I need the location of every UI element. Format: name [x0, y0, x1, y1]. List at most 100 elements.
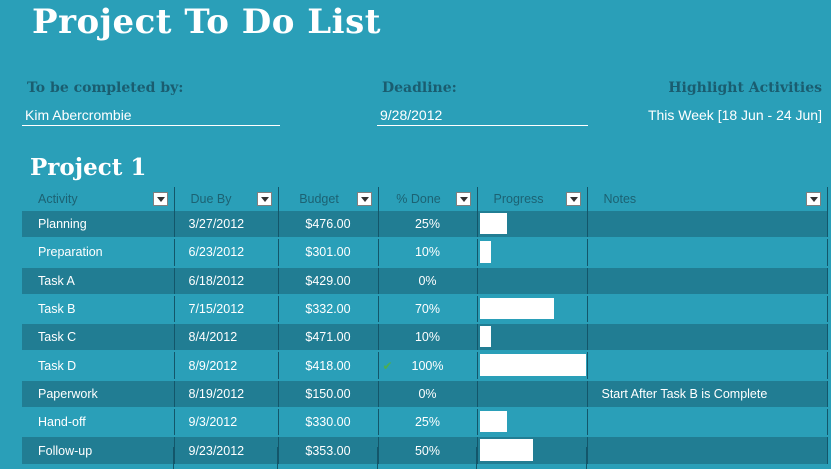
- progress-bar: [479, 354, 586, 376]
- due-by-cell[interactable]: 7/15/2012: [174, 294, 279, 325]
- percent-done-value: 25%: [414, 415, 441, 430]
- filter-dropdown-icon[interactable]: [152, 192, 168, 206]
- due-by-cell[interactable]: 8/19/2012: [174, 379, 279, 410]
- table-row[interactable]: Follow-up 9/23/2012 $353.00 50%: [22, 436, 828, 466]
- activity-cell[interactable]: Follow-up: [22, 436, 175, 466]
- percent-done-cell[interactable]: 10%: [378, 323, 478, 353]
- highlight-label: Highlight Activities: [668, 80, 822, 96]
- due-by-cell[interactable]: 9/3/2012: [174, 408, 279, 438]
- activity-cell[interactable]: Paperwork: [22, 379, 175, 410]
- activity-cell[interactable]: Task B: [22, 294, 175, 325]
- percent-done-cell[interactable]: ✔ 100%: [378, 351, 478, 381]
- budget-cell[interactable]: $418.00: [278, 351, 379, 381]
- percent-done-cell[interactable]: 25%: [378, 211, 478, 240]
- progress-bar: [479, 326, 491, 348]
- header-budget: Budget: [278, 187, 379, 211]
- table-row[interactable]: Planning 3/27/2012 $476.00 25%: [22, 211, 828, 240]
- percent-done-cell[interactable]: 10%: [378, 238, 478, 268]
- progress-bar: [479, 297, 554, 320]
- notes-cell[interactable]: [587, 351, 828, 381]
- completed-by-field[interactable]: Kim Abercrombie: [25, 107, 132, 123]
- completed-by-underline: [22, 125, 280, 126]
- notes-cell[interactable]: [587, 211, 828, 240]
- percent-done-cell[interactable]: 25%: [378, 408, 478, 438]
- highlight-field[interactable]: This Week [18 Jun - 24 Jun]: [647, 107, 822, 123]
- due-by-cell[interactable]: 8/4/2012: [174, 323, 279, 353]
- percent-done-cell[interactable]: 70%: [378, 294, 478, 325]
- progress-cell: [477, 408, 588, 438]
- progress-cell: [477, 211, 588, 240]
- table-row[interactable]: Task B 7/15/2012 $332.00 70%: [22, 294, 828, 325]
- budget-cell[interactable]: $150.00: [278, 379, 379, 410]
- activity-cell[interactable]: Task A: [22, 266, 175, 296]
- progress-bar: [479, 439, 533, 461]
- table-row[interactable]: Paperwork 8/19/2012 $150.00 0% Start After T…: [22, 379, 828, 410]
- notes-cell[interactable]: [587, 436, 828, 466]
- budget-cell[interactable]: $353.00: [278, 436, 379, 466]
- notes-cell[interactable]: [587, 238, 828, 268]
- percent-done-value: 0%: [418, 273, 437, 288]
- due-by-cell[interactable]: 6/18/2012: [174, 266, 279, 296]
- budget-cell[interactable]: $301.00: [278, 238, 379, 268]
- percent-done-value: 0%: [418, 386, 437, 401]
- header-due-by: Due By: [174, 187, 279, 211]
- due-by-cell[interactable]: 9/23/2012: [174, 436, 279, 466]
- filter-dropdown-icon[interactable]: [455, 192, 471, 206]
- header-activity: Activity: [22, 187, 175, 211]
- todo-table: Activity Due By Budget % Done Progress N…: [22, 187, 828, 466]
- notes-cell[interactable]: [587, 408, 828, 438]
- progress-cell: [477, 351, 588, 381]
- percent-done-cell[interactable]: 50%: [378, 436, 478, 466]
- completed-by-label: To be completed by:: [27, 80, 184, 96]
- activity-cell[interactable]: Hand-off: [22, 408, 175, 438]
- due-by-cell[interactable]: 6/23/2012: [174, 238, 279, 268]
- percent-done-value: 25%: [414, 217, 441, 232]
- budget-cell[interactable]: $476.00: [278, 211, 379, 240]
- filter-dropdown-icon[interactable]: [805, 192, 821, 206]
- table-row[interactable]: Task C 8/4/2012 $471.00 10%: [22, 323, 828, 353]
- progress-cell: [477, 238, 588, 268]
- table-row[interactable]: Preparation 6/23/2012 $301.00 10%: [22, 238, 828, 268]
- check-icon: ✔: [382, 359, 393, 374]
- due-by-cell[interactable]: 3/27/2012: [174, 211, 279, 240]
- notes-cell[interactable]: [587, 323, 828, 353]
- notes-cell[interactable]: [587, 294, 828, 325]
- section-title: Project 1: [30, 154, 147, 181]
- budget-cell[interactable]: $471.00: [278, 323, 379, 353]
- progress-cell: [477, 294, 588, 325]
- budget-cell[interactable]: $429.00: [278, 266, 379, 296]
- progress-cell: [477, 266, 588, 296]
- progress-bar: [479, 213, 507, 235]
- table-row[interactable]: Hand-off 9/3/2012 $330.00 25%: [22, 408, 828, 438]
- percent-done-value: 70%: [414, 302, 441, 317]
- activity-cell[interactable]: Task D: [22, 351, 175, 381]
- percent-done-value: 10%: [414, 330, 441, 345]
- percent-done-cell[interactable]: 0%: [378, 266, 478, 296]
- notes-cell[interactable]: [587, 266, 828, 296]
- percent-done-value: 50%: [414, 443, 441, 458]
- deadline-field[interactable]: 9/28/2012: [380, 107, 443, 123]
- budget-cell[interactable]: $332.00: [278, 294, 379, 325]
- filter-dropdown-icon[interactable]: [356, 192, 372, 206]
- header-notes: Notes: [587, 187, 828, 211]
- header-percent-done: % Done: [378, 187, 478, 211]
- progress-bar: [479, 241, 491, 263]
- activity-cell[interactable]: Preparation: [22, 238, 175, 268]
- notes-cell[interactable]: Start After Task B is Complete: [587, 379, 828, 410]
- activity-cell[interactable]: Planning: [22, 211, 175, 240]
- percent-done-cell[interactable]: 0%: [378, 379, 478, 410]
- activity-cell[interactable]: Task C: [22, 323, 175, 353]
- progress-cell: [477, 379, 588, 410]
- page-title: Project To Do List: [32, 2, 381, 42]
- deadline-label: Deadline:: [382, 80, 457, 96]
- filter-dropdown-icon[interactable]: [565, 192, 581, 206]
- progress-cell: [477, 436, 588, 466]
- due-by-cell[interactable]: 8/9/2012: [174, 351, 279, 381]
- budget-cell[interactable]: $330.00: [278, 408, 379, 438]
- filter-dropdown-icon[interactable]: [256, 192, 272, 206]
- table-row[interactable]: Task A 6/18/2012 $429.00 0%: [22, 266, 828, 296]
- table-row[interactable]: Task D 8/9/2012 $418.00 ✔ 100%: [22, 351, 828, 381]
- table-empty-tail: [22, 447, 827, 469]
- progress-cell: [477, 323, 588, 353]
- deadline-underline: [377, 125, 588, 126]
